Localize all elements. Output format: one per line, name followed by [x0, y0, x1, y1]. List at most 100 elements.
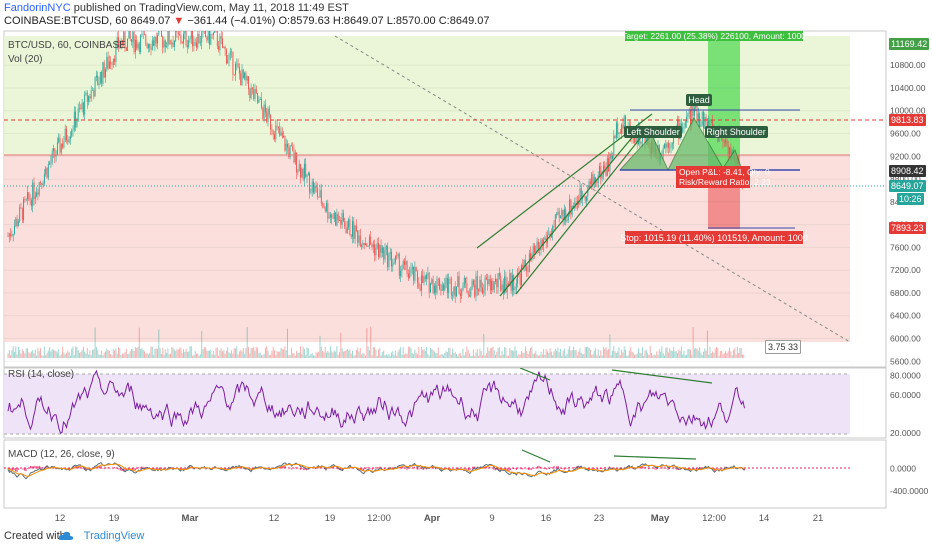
candle-body: [34, 196, 36, 200]
candle-body: [7, 236, 9, 237]
candle-body: [85, 92, 87, 95]
macd-hist-bar: [551, 467, 554, 469]
volume-bar: [333, 350, 335, 358]
candle-body: [89, 95, 91, 99]
macd-pane[interactable]: [3, 439, 887, 509]
volume-bar: [202, 349, 204, 358]
volume-bar: [391, 352, 392, 358]
candle-body: [355, 225, 357, 231]
candle-body: [177, 32, 179, 34]
rsi-line: [7, 369, 745, 434]
volume-bar: [218, 355, 220, 358]
candle-body: [10, 233, 12, 237]
volume-bar: [288, 354, 290, 358]
volume-bar: [95, 346, 97, 358]
candle-body: [392, 263, 394, 267]
candle-body: [20, 207, 22, 209]
candle-body: [190, 31, 192, 39]
macd-hist-bar: [538, 465, 540, 469]
candle-body: [524, 260, 526, 267]
price-axis[interactable]: 5600.00 6000.00 6400.00 6800.00 7200.00 7600.…: [890, 60, 926, 366]
footer-brand[interactable]: TradingView: [83, 530, 145, 542]
volume-bar: [36, 355, 38, 358]
candle-body: [297, 170, 299, 173]
volume-bar: [233, 348, 235, 358]
candle-body: [532, 245, 534, 254]
volume-bar: [207, 350, 209, 358]
candle-body: [484, 277, 486, 291]
macd-hist-bar: [631, 467, 633, 469]
volume-bar: [567, 349, 569, 358]
volume-bar: [171, 347, 173, 358]
author-link[interactable]: FandorinNYC: [4, 2, 71, 14]
volume-bar: [102, 355, 104, 358]
macd-hist-bar: [164, 468, 167, 469]
volume-bar: [352, 350, 353, 358]
candle-body: [535, 247, 537, 253]
macd-axis[interactable]: 0.0000 -400.0000: [890, 463, 929, 496]
volume-bar: [640, 353, 642, 358]
volume-bar: [657, 355, 659, 358]
candle-body: [313, 181, 314, 193]
candle-body: [328, 217, 330, 219]
candle-body: [55, 155, 57, 157]
macd-hist-bar: [641, 466, 644, 469]
macd-hist-bar: [133, 468, 135, 471]
candle-body: [333, 212, 335, 219]
volume-bar: [28, 352, 30, 358]
candle-body: [457, 276, 459, 287]
volume-bar: [389, 355, 391, 358]
volume-bar: [614, 351, 616, 358]
rsi-axis[interactable]: 20.0000 60.0000 80.0000: [890, 371, 921, 439]
candle-body: [94, 77, 96, 97]
volume-bar: [184, 351, 186, 358]
volume-bar: [336, 346, 338, 358]
candle-body: [586, 196, 587, 201]
macd-hist-bar: [553, 465, 555, 469]
macd-hist-bar: [563, 468, 566, 470]
volume-bar: [510, 349, 512, 358]
volume-bar: [261, 354, 262, 358]
macd-hist-bar: [488, 467, 491, 469]
candle-body: [353, 221, 355, 239]
volume-bar: [68, 352, 70, 358]
volume-bar: [116, 353, 118, 358]
candle-body: [90, 90, 92, 99]
volume-bar: [575, 350, 577, 358]
candle-body: [103, 62, 105, 78]
candle-body: [591, 174, 593, 185]
volume-bar: [398, 349, 400, 358]
candle-body: [615, 122, 617, 139]
volume-bar: [675, 350, 677, 358]
candle-body: [71, 130, 73, 137]
volume-bar: [677, 353, 678, 358]
volume-bar: [300, 346, 301, 358]
candle-body: [402, 261, 404, 269]
volume-bar: [123, 353, 125, 358]
candle-body: [196, 42, 197, 48]
time-axis[interactable]: 12 19 Mar 12 19 12:00 Apr 9 16 23 May 12:00 14 21: [55, 513, 824, 524]
macd-hist-bar: [520, 468, 522, 470]
candle-body: [422, 275, 424, 283]
volume-bar: [20, 353, 22, 358]
volume-bar: [85, 353, 87, 358]
candle-body: [705, 117, 707, 122]
candle-body: [580, 188, 582, 200]
candle-body: [37, 192, 39, 195]
candle-body: [236, 63, 238, 65]
volume-bar: [662, 353, 664, 358]
candle-body: [480, 279, 482, 288]
candle-body: [558, 211, 560, 218]
candle-body: [179, 33, 181, 35]
candle-body: [106, 56, 108, 70]
volume-bar: [643, 355, 645, 358]
volume-bar: [277, 351, 279, 358]
candle-body: [596, 182, 598, 184]
macd-hist-bar: [515, 468, 518, 470]
candle-body: [367, 245, 369, 247]
volume-bar: [666, 347, 668, 358]
candle-body: [362, 243, 364, 245]
candle-body: [670, 144, 672, 149]
candle-body: [497, 273, 499, 288]
candle-body: [115, 43, 117, 62]
